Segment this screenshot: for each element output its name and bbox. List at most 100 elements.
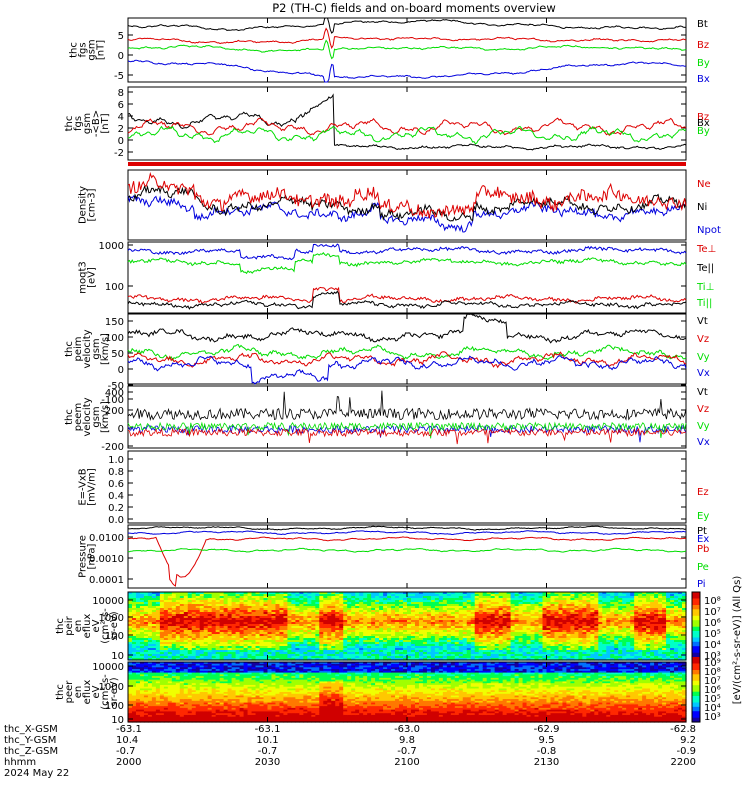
spectrogram-cell bbox=[359, 602, 364, 605]
spectrogram-cell bbox=[574, 610, 579, 613]
spectrogram-cell bbox=[295, 606, 300, 609]
spectrogram-cell bbox=[271, 618, 277, 621]
spectrogram-cell bbox=[147, 656, 153, 659]
spectrogram-cell bbox=[351, 624, 356, 627]
spectrogram-cell bbox=[482, 620, 488, 623]
spectrogram-cell bbox=[323, 598, 328, 601]
spectrogram-cell bbox=[291, 656, 296, 659]
spectrogram-cell bbox=[359, 622, 364, 625]
spectrogram-cell bbox=[295, 612, 300, 615]
spectrogram-cell bbox=[299, 610, 304, 613]
spectrogram-cell bbox=[518, 598, 524, 601]
spectrogram-cell bbox=[159, 614, 165, 617]
spectrogram-cell bbox=[462, 592, 468, 595]
spectrogram-cell bbox=[363, 630, 368, 633]
spectrogram-cell bbox=[526, 632, 532, 635]
spectrogram-cell bbox=[307, 656, 312, 659]
spectrogram-cell bbox=[195, 606, 201, 609]
spectrogram-cell bbox=[155, 640, 161, 643]
spectrogram-cell bbox=[574, 658, 579, 661]
spectrogram-cell bbox=[418, 634, 424, 637]
spectrogram-cell bbox=[151, 652, 157, 655]
spectrogram-cell bbox=[522, 604, 528, 607]
spectrogram-cell bbox=[586, 622, 591, 625]
spectrogram-cell bbox=[566, 638, 572, 641]
spectrogram-cell bbox=[554, 594, 560, 597]
spectrogram-cell bbox=[554, 602, 560, 605]
spectrogram-cell bbox=[235, 654, 241, 657]
spectrogram-cell bbox=[275, 592, 281, 595]
spectrogram-cell bbox=[414, 636, 420, 639]
spectrogram-cell bbox=[387, 658, 392, 661]
spectrogram-cell bbox=[538, 612, 544, 615]
spectrogram-cell bbox=[430, 648, 436, 651]
spectrogram-cell bbox=[215, 600, 221, 603]
spectrogram-cell bbox=[407, 606, 412, 609]
spectrogram-cell bbox=[295, 652, 300, 655]
spectrogram-cell bbox=[410, 600, 416, 603]
spectrogram-cell bbox=[219, 610, 225, 613]
spectrogram-cell bbox=[347, 624, 352, 627]
spectrogram-cell bbox=[255, 594, 261, 597]
spectrogram-cell bbox=[331, 640, 336, 643]
spectrogram-cell bbox=[143, 656, 149, 659]
spectrogram-cell bbox=[315, 594, 320, 597]
spectrogram-cell bbox=[247, 638, 253, 641]
spectrogram-cell bbox=[303, 636, 308, 639]
legend-ez: Ez bbox=[697, 487, 709, 498]
spectrogram-cell bbox=[191, 604, 197, 607]
spectrogram-cell bbox=[235, 596, 241, 599]
spectrogram-cell bbox=[546, 610, 552, 613]
spectrogram-cell bbox=[438, 648, 444, 651]
spectrogram-cell bbox=[307, 602, 312, 605]
spectrogram-cell bbox=[307, 600, 312, 603]
spectrogram-cell bbox=[594, 608, 599, 611]
spectrogram-cell bbox=[414, 632, 420, 635]
spectrogram-cell bbox=[139, 624, 145, 627]
spectrogram-cell bbox=[602, 648, 607, 651]
spectrogram-cell bbox=[598, 648, 603, 651]
spectrogram-cell bbox=[319, 646, 324, 649]
spectrogram-cell bbox=[426, 632, 432, 635]
spectrogram-cell bbox=[243, 604, 249, 607]
spectrogram-cell bbox=[139, 630, 145, 633]
spectrogram-cell bbox=[243, 592, 249, 595]
spectrogram-cell bbox=[574, 594, 579, 597]
spectrogram-cell bbox=[379, 616, 384, 619]
spectrogram-cell bbox=[546, 598, 552, 601]
spectrogram-cell bbox=[359, 646, 364, 649]
spectrogram-cell bbox=[191, 600, 197, 603]
spectrogram-cell bbox=[442, 614, 448, 617]
spectrogram-cell bbox=[231, 632, 237, 635]
spectrogram-cell bbox=[486, 634, 492, 637]
spectrogram-cell bbox=[303, 612, 308, 615]
spectrogram-cell bbox=[379, 618, 384, 621]
spectrogram-cell bbox=[355, 598, 360, 601]
spectrogram-cell bbox=[582, 622, 587, 625]
spectrogram-cell bbox=[486, 614, 492, 617]
spectrogram-cell bbox=[450, 602, 456, 605]
spectrogram-cell bbox=[514, 620, 520, 623]
spectrogram-cell bbox=[562, 624, 568, 627]
spectrogram-cell bbox=[347, 636, 352, 639]
series-by bbox=[127, 39, 687, 60]
spectrogram-cell bbox=[128, 656, 133, 659]
spectrogram-cell bbox=[574, 644, 579, 647]
spectrogram-cell bbox=[542, 652, 548, 655]
spectrogram-cell bbox=[395, 650, 400, 653]
spectrogram-cell bbox=[578, 640, 583, 643]
spectrogram-cell bbox=[255, 644, 261, 647]
spectrogram-cell bbox=[131, 658, 137, 661]
spectrogram-cell bbox=[211, 624, 217, 627]
spectrogram-cell bbox=[175, 628, 181, 631]
spectrogram-cell bbox=[426, 656, 432, 659]
spectrogram-cell bbox=[255, 600, 261, 603]
spectrogram-cell bbox=[482, 618, 488, 621]
spectrogram-cell bbox=[263, 638, 269, 641]
spectrogram-cell bbox=[343, 658, 348, 661]
spectrogram-cell bbox=[387, 636, 392, 639]
spectrogram-cell bbox=[247, 658, 253, 661]
spectrogram-cell bbox=[128, 636, 133, 639]
spectrogram-cell bbox=[399, 652, 404, 655]
spectrogram-cell bbox=[522, 620, 528, 623]
